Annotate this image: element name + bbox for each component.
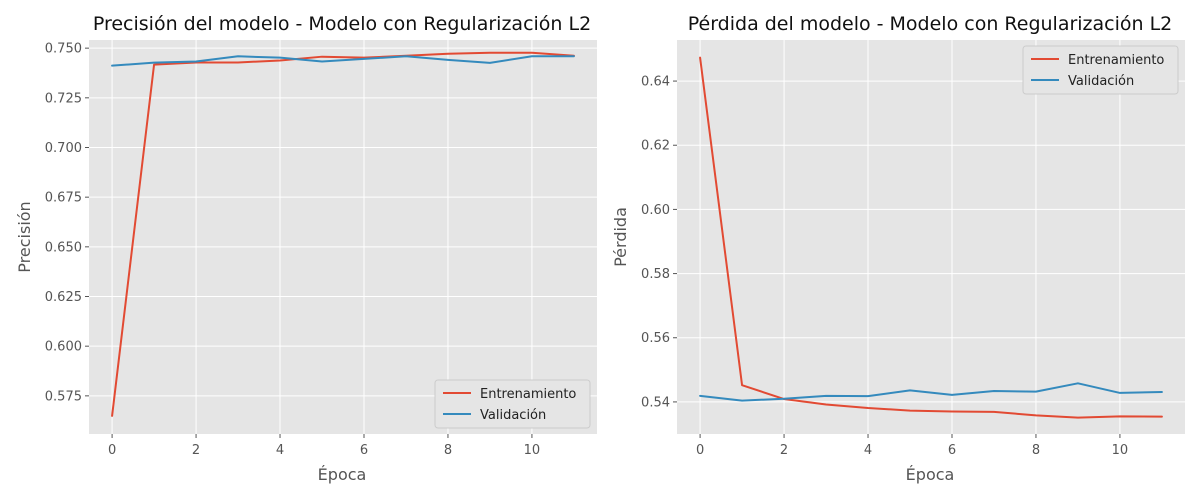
x-axis-label: Época [906,465,955,484]
y-tick-label: 0.60 [641,203,670,218]
series-line-validación [699,382,1163,402]
plot-background [89,40,597,434]
x-tick-label: 0 [696,443,704,458]
chart-title: Pérdida del modelo - Modelo con Regulari… [688,13,1173,35]
legend-label: Entrenamiento [1068,53,1164,68]
x-tick-label: 8 [1032,443,1040,458]
legend: Entrenamiento Validación [434,379,591,429]
y-tick-label: 0.600 [45,340,82,355]
x-tick-label: 8 [444,443,452,458]
legend-label: Entrenamiento [480,387,576,402]
series-line-entrenamiento [111,51,575,417]
y-axis-label: Precisión [15,201,34,272]
y-tick-label: 0.700 [45,141,82,156]
legend-label: Validación [1068,74,1134,89]
legend: Entrenamiento Validación [1022,45,1179,95]
x-tick-label: 0 [108,443,116,458]
x-tick-label: 2 [192,443,200,458]
y-axis-label: Pérdida [611,207,630,267]
plot-area: 0 2 4 6 8 10 0.54 0.56 0.58 0.60 0.62 0.64 Entrenami… [641,40,1185,458]
accuracy-chart: 0 2 4 6 8 10 0.575 0.600 0.625 0.650 0.675 0.700 0.7… [15,13,597,484]
y-tick-label: 0.650 [45,240,82,255]
series-line-validación [111,55,575,67]
y-tick-label: 0.725 [45,91,82,106]
chart-title: Precisión del modelo - Modelo con Regula… [93,13,591,35]
y-tick-label: 0.62 [641,139,670,154]
series-line-entrenamiento [699,56,1163,419]
legend-box [1022,45,1179,95]
y-tick-label: 0.56 [641,331,670,346]
y-tick-label: 0.575 [45,389,82,404]
x-tick-label: 4 [276,443,284,458]
x-tick-label: 6 [948,443,956,458]
loss-chart: 0 2 4 6 8 10 0.54 0.56 0.58 0.60 0.62 0.64 Entrenami… [611,13,1185,484]
x-tick-label: 10 [524,443,541,458]
x-axis-label: Época [318,465,367,484]
y-tick-label: 0.625 [45,290,82,305]
x-tick-label: 2 [780,443,788,458]
y-tick-label: 0.64 [641,75,670,90]
legend-box [434,379,591,429]
plot-background [677,40,1185,434]
plot-area: 0 2 4 6 8 10 0.575 0.600 0.625 0.650 0.675 0.700 0.7… [45,40,597,458]
y-tick-label: 0.54 [641,395,670,410]
y-tick-label: 0.750 [45,42,82,57]
y-tick-label: 0.58 [641,267,670,282]
x-tick-label: 10 [1112,443,1129,458]
x-tick-label: 4 [864,443,872,458]
legend-label: Validación [480,408,546,423]
x-tick-label: 6 [360,443,368,458]
y-tick-label: 0.675 [45,191,82,206]
